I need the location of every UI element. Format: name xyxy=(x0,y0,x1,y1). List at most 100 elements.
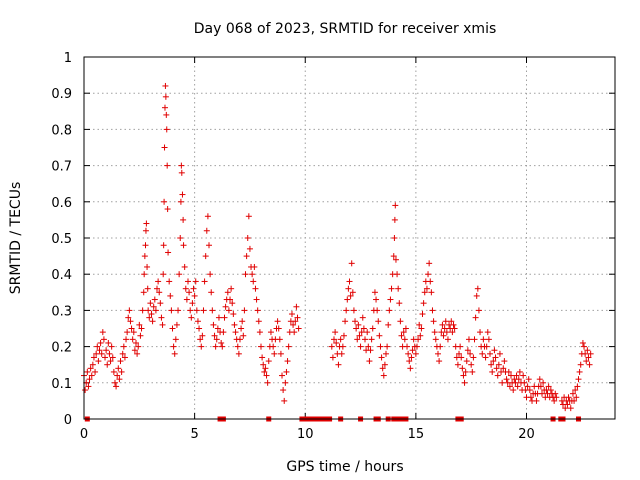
data-point xyxy=(114,372,121,379)
data-point xyxy=(92,368,99,375)
data-point xyxy=(467,350,474,357)
data-point xyxy=(84,368,91,375)
data-point xyxy=(524,383,531,390)
data-point xyxy=(125,314,132,321)
data-point xyxy=(178,169,185,176)
data-point xyxy=(151,296,158,303)
data-point xyxy=(508,372,515,379)
data-point xyxy=(392,256,399,263)
data-point xyxy=(103,347,110,354)
data-point xyxy=(514,383,521,390)
data-point xyxy=(161,104,168,111)
data-point xyxy=(156,289,163,296)
data-point xyxy=(391,216,398,223)
data-point xyxy=(87,365,94,372)
x-axis-label: GPS time / hours xyxy=(286,459,403,475)
data-point xyxy=(204,213,211,220)
data-point xyxy=(180,242,187,249)
data-point xyxy=(337,336,344,343)
data-point xyxy=(116,376,123,383)
data-point xyxy=(264,379,271,386)
data-point xyxy=(120,343,127,350)
data-point xyxy=(432,336,439,343)
data-point xyxy=(145,307,152,314)
y-tick-label: 0.5 xyxy=(51,232,72,247)
data-point xyxy=(261,368,268,375)
data-point xyxy=(367,347,374,354)
data-point xyxy=(408,354,415,361)
data-point xyxy=(458,354,465,361)
data-point xyxy=(160,271,167,278)
data-point xyxy=(572,387,579,394)
data-point xyxy=(214,325,221,332)
data-point xyxy=(244,235,251,241)
data-point xyxy=(276,336,283,343)
data-point xyxy=(129,336,136,343)
data-point xyxy=(110,368,117,375)
data-point xyxy=(397,318,404,325)
data-point xyxy=(490,358,497,365)
data-point xyxy=(246,245,253,252)
data-point xyxy=(505,368,512,375)
data-point xyxy=(183,296,190,303)
data-point xyxy=(425,271,432,278)
data-point xyxy=(225,307,232,314)
data-point xyxy=(426,260,433,267)
data-point xyxy=(569,390,576,397)
data-point xyxy=(164,162,171,169)
data-point xyxy=(494,372,501,379)
data-point xyxy=(536,376,543,383)
data-point xyxy=(516,368,523,375)
data-point xyxy=(398,332,405,339)
data-point xyxy=(108,343,115,350)
data-point xyxy=(245,213,252,220)
data-point xyxy=(380,372,387,379)
data-point xyxy=(200,307,207,314)
data-point xyxy=(98,350,105,357)
data-point xyxy=(135,343,142,350)
data-point xyxy=(218,339,225,346)
data-point xyxy=(274,318,281,325)
data-point xyxy=(576,368,583,375)
data-point xyxy=(450,321,457,328)
data-point xyxy=(254,307,261,314)
data-point xyxy=(390,253,397,260)
data-point xyxy=(420,300,427,307)
data-point xyxy=(136,321,143,328)
data-point xyxy=(150,303,157,310)
data-point xyxy=(485,336,492,343)
data-point xyxy=(105,339,112,346)
data-point xyxy=(277,350,284,357)
data-point xyxy=(358,329,365,336)
data-point xyxy=(230,311,237,318)
data-point xyxy=(585,354,592,361)
data-point xyxy=(355,321,362,328)
data-point xyxy=(117,358,124,365)
data-point xyxy=(172,336,179,343)
data-point xyxy=(565,394,572,401)
data-point xyxy=(236,336,243,343)
data-point xyxy=(157,300,164,307)
data-point xyxy=(401,336,408,343)
data-point xyxy=(280,387,287,394)
data-point xyxy=(586,361,593,368)
data-point xyxy=(553,394,560,401)
data-point xyxy=(187,307,194,314)
data-point xyxy=(198,343,205,350)
data-point xyxy=(161,198,168,205)
data-point xyxy=(132,339,139,346)
data-point xyxy=(203,227,210,234)
data-point xyxy=(443,329,450,336)
data-point xyxy=(405,350,412,357)
data-point xyxy=(417,332,424,339)
data-point xyxy=(167,292,174,299)
data-point xyxy=(510,387,517,394)
data-point xyxy=(186,289,193,296)
data-point xyxy=(288,311,295,318)
data-point xyxy=(470,354,477,361)
data-point xyxy=(143,220,150,227)
plot-frame xyxy=(83,56,616,420)
data-point xyxy=(292,318,299,325)
data-point xyxy=(361,336,368,343)
